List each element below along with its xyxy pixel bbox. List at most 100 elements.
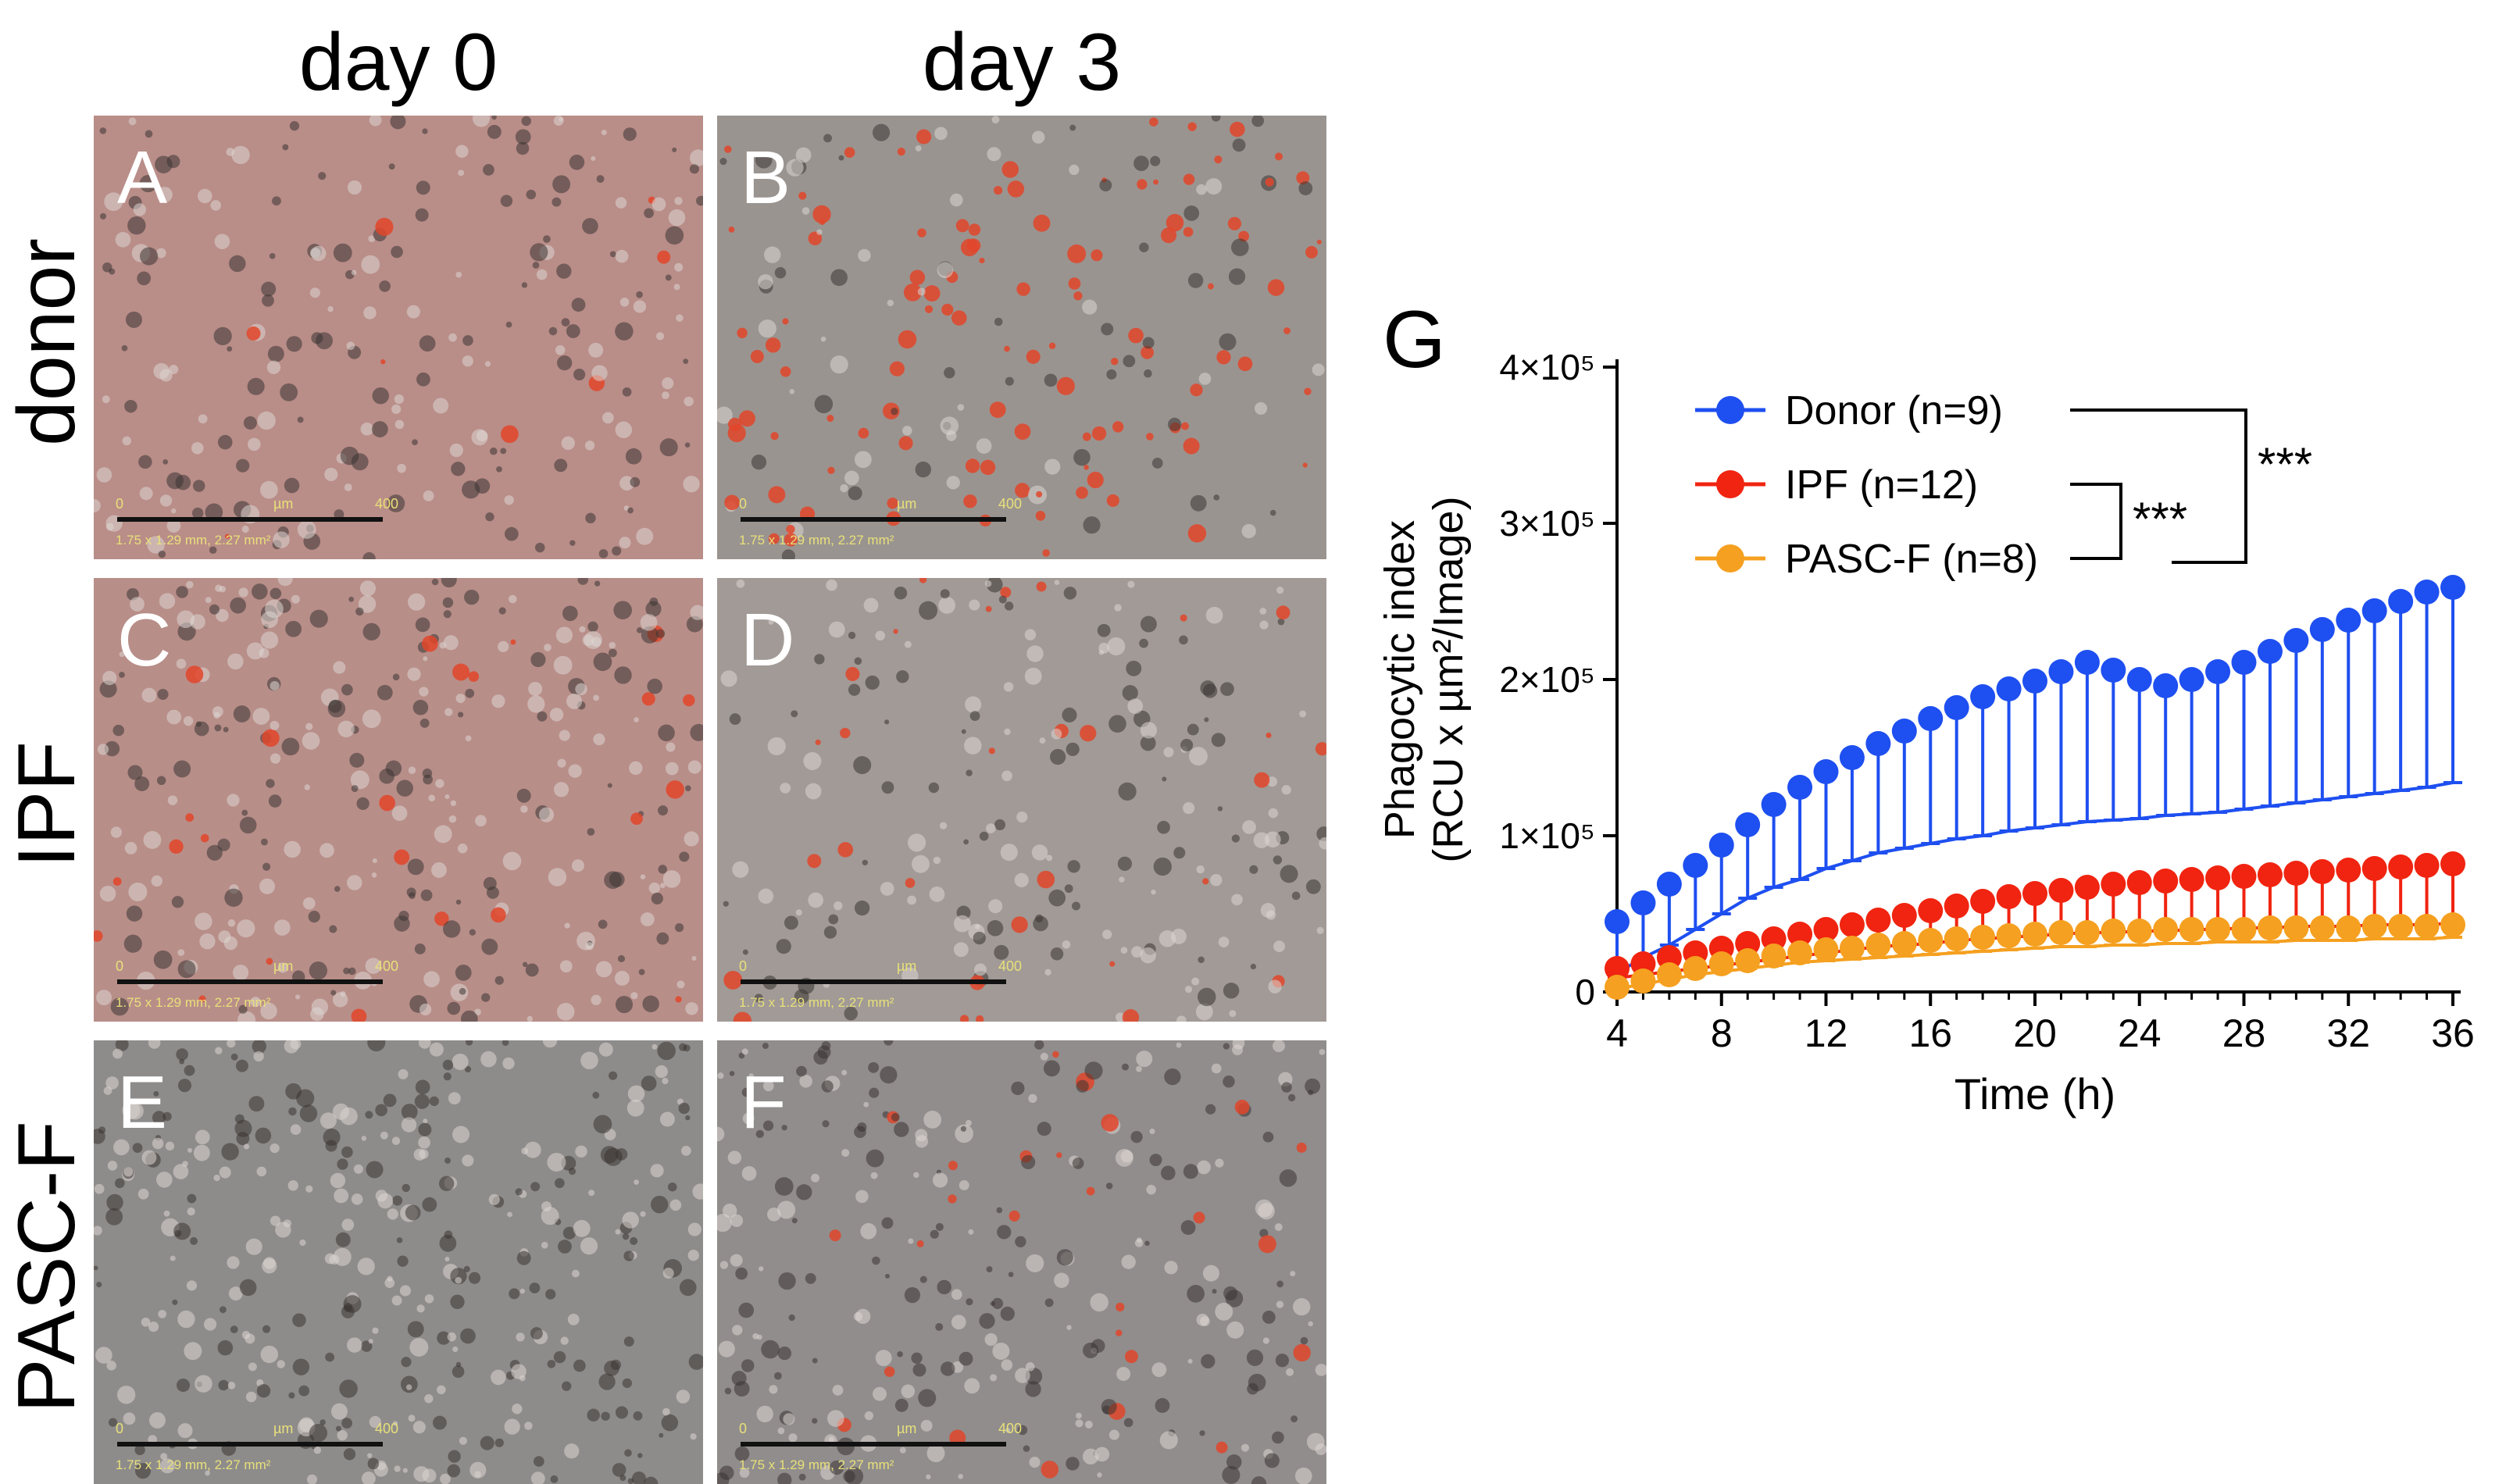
labeled-cell — [185, 813, 195, 822]
labeled-cell — [1091, 426, 1107, 441]
column-header-day3: day 3 — [922, 17, 1122, 108]
cell — [579, 626, 586, 633]
cell — [285, 620, 302, 637]
cell — [1054, 1272, 1069, 1289]
cell — [112, 724, 124, 737]
labeled-cell — [169, 839, 184, 854]
cell — [260, 1002, 277, 1020]
cell — [348, 967, 356, 976]
labeled-cell — [1101, 1114, 1119, 1132]
cell — [487, 124, 502, 139]
labeled-cell — [1124, 1350, 1138, 1364]
cell — [622, 1233, 630, 1240]
cell — [534, 542, 545, 553]
cell — [844, 1006, 859, 1021]
cell — [1198, 373, 1212, 385]
cell — [134, 776, 150, 792]
cell — [657, 1041, 676, 1061]
cell — [184, 1342, 202, 1361]
cell — [986, 1266, 993, 1273]
cell — [158, 550, 166, 558]
cell — [1196, 184, 1207, 195]
cell — [516, 788, 531, 803]
cell — [575, 1145, 587, 1158]
cell — [219, 586, 227, 593]
cell — [96, 1282, 102, 1288]
cell — [229, 255, 246, 273]
cell — [412, 700, 429, 715]
cell — [848, 683, 861, 696]
labeled-cell — [1091, 249, 1103, 262]
cell — [658, 724, 675, 742]
cell — [1035, 914, 1044, 923]
cell — [272, 196, 281, 206]
cell — [119, 672, 125, 678]
cell — [462, 1154, 474, 1167]
labeled-cell — [1180, 614, 1187, 622]
cell — [1118, 782, 1137, 801]
cell — [1069, 164, 1080, 176]
cell — [1119, 876, 1125, 883]
cell — [634, 1179, 639, 1185]
cell — [938, 597, 956, 614]
labeled-cell — [798, 191, 807, 200]
cell — [463, 1265, 470, 1272]
cell — [862, 859, 869, 866]
data-point — [2336, 858, 2361, 883]
cell — [1251, 116, 1265, 127]
labeled-cell — [1276, 605, 1290, 620]
cell — [1268, 808, 1279, 819]
cell — [1268, 979, 1282, 993]
cell — [562, 1226, 577, 1240]
labeled-cell — [468, 671, 480, 682]
cell — [1000, 1306, 1015, 1322]
cell — [448, 1092, 461, 1105]
cell — [794, 989, 809, 1004]
cell — [964, 737, 982, 754]
data-point — [1630, 890, 1656, 915]
cell — [252, 583, 268, 600]
data-point — [1891, 903, 1917, 928]
cell — [1083, 1342, 1099, 1359]
cell — [198, 188, 212, 204]
cell — [926, 1444, 945, 1463]
cell — [730, 1254, 743, 1267]
cell — [500, 448, 507, 455]
cell — [165, 1141, 175, 1150]
cell — [351, 1193, 363, 1205]
cell — [636, 291, 643, 298]
labeled-cell — [827, 466, 835, 474]
labeled-cell — [968, 223, 981, 236]
cell — [552, 175, 571, 194]
cell — [1102, 929, 1112, 940]
labeled-cell — [380, 359, 386, 365]
cell — [560, 1336, 569, 1345]
cell — [690, 723, 703, 741]
cell — [573, 368, 586, 381]
cell — [648, 882, 660, 894]
data-point — [2283, 861, 2309, 886]
data-point — [2231, 917, 2257, 942]
cell — [504, 526, 519, 541]
cell — [1294, 1467, 1312, 1484]
cell — [261, 611, 278, 628]
labeled-cell — [948, 1161, 958, 1171]
y-tick-label: 2×10⁵ — [1499, 659, 1595, 700]
cell — [443, 610, 452, 619]
cell — [1050, 947, 1064, 961]
cell — [559, 730, 570, 741]
cell — [774, 266, 787, 279]
data-point — [1970, 925, 1996, 950]
cell — [475, 815, 487, 827]
labeled-cell — [980, 459, 996, 476]
cell — [591, 365, 608, 381]
cell — [341, 1418, 352, 1429]
cell — [156, 187, 173, 203]
cell — [754, 993, 763, 1003]
cell — [868, 1061, 880, 1073]
cell — [256, 1166, 267, 1177]
cell — [407, 858, 424, 876]
cell — [969, 599, 980, 611]
labeled-cell — [1033, 214, 1051, 232]
labeled-cell — [897, 148, 905, 156]
